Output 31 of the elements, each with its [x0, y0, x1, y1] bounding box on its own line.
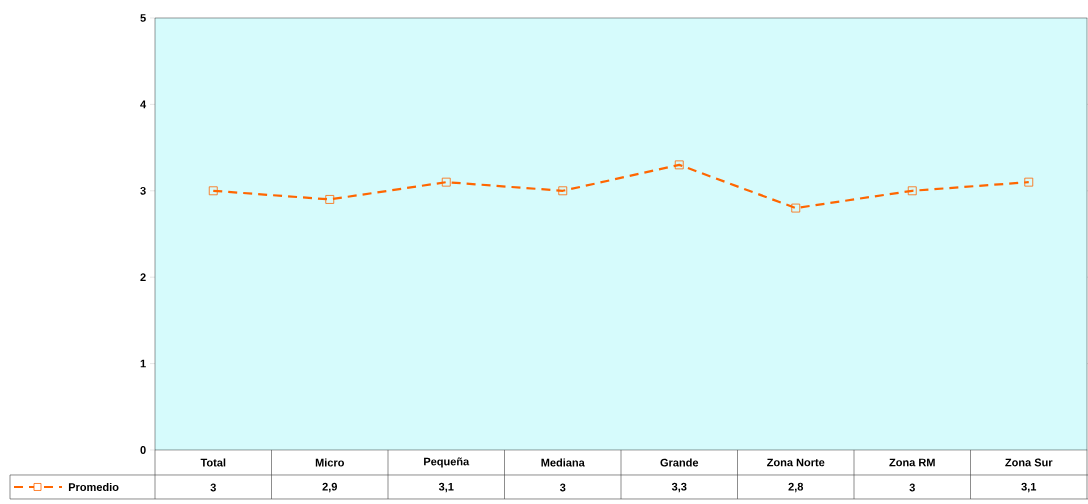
data-label: 3: [559, 483, 566, 492]
point: [1024, 177, 1034, 187]
y-tick-label: 4: [140, 100, 147, 109]
data-label: 3,1: [438, 482, 454, 493]
data-label: 2,9: [322, 482, 337, 493]
point: [441, 177, 451, 187]
y-tick-label: 5: [140, 14, 146, 22]
point: [674, 160, 684, 170]
data-label: 3,3: [671, 482, 687, 493]
x-tick-label: Mediana: [541, 458, 585, 467]
y-tick-label: 2: [140, 273, 146, 282]
x-tick-label: Zona Norte: [767, 458, 825, 467]
point: [558, 186, 568, 196]
point: [791, 203, 801, 213]
point: [907, 186, 917, 196]
x-tick-label: Grande: [660, 458, 699, 467]
x-tick-label: Zona Sur: [1005, 458, 1053, 467]
data-label: 2,8: [788, 482, 804, 493]
data-label: 3: [210, 483, 216, 492]
legend-label: Promedio: [68, 482, 119, 492]
y-tick-label: 0: [140, 446, 146, 454]
x-tick-label: Micro: [315, 458, 344, 467]
x-tick-label: Total: [200, 458, 226, 467]
data-label: 3,1: [1021, 482, 1037, 493]
point: [325, 195, 335, 204]
data-label: 3: [909, 483, 915, 492]
y-tick-label: 3: [140, 186, 146, 195]
x-tick-label: Pequeña: [424, 457, 470, 468]
x-tick-label: Zona RM: [889, 458, 935, 467]
point: [208, 186, 218, 196]
y-tick-label: 1: [140, 359, 146, 368]
